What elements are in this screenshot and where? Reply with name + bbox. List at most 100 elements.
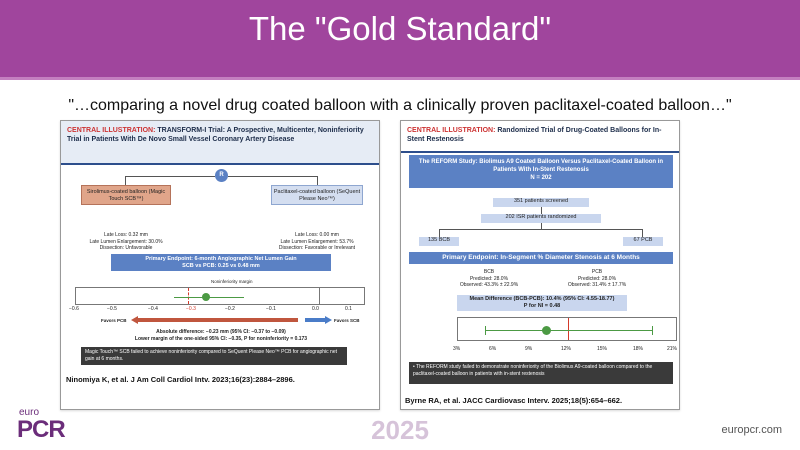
bcb-n-box: 135 BCB: [419, 237, 459, 246]
left-central-illustration: CENTRAL ILLUSTRATION: TRANSFORM-I Trial:…: [60, 120, 380, 410]
right-tick: 18%: [633, 346, 644, 352]
arm-pcb-label: Paclitaxel-coated balloon (SeQuent Pleas…: [273, 189, 361, 202]
left-tick: −0.3: [186, 306, 196, 312]
pcb-late-loss: Late Loss: 0.00 mm: [295, 232, 339, 238]
rand-connector-r: [642, 229, 643, 237]
scb-lumen-enlargement: Late Lumen Enlargement: 30.0%: [89, 238, 163, 245]
left-stat-margin: Lower margin of the one-sided 95% CI: −0…: [134, 336, 308, 342]
right-study-title: The REFORM Study: Biolimus A9 Coated Bal…: [418, 159, 664, 173]
europcr-logo: PCR: [17, 416, 66, 443]
right-header-tag: CENTRAL ILLUSTRATION:: [407, 127, 496, 134]
pcb-n-box: 67 PCB: [623, 237, 663, 246]
connector-v2: [317, 176, 318, 185]
p-for-ni: P for NI = 0.48: [523, 303, 561, 309]
left-axis-ticks: −0.6 −0.5 −0.4 −0.3 −0.2 −0.1 0.0 0.1: [69, 306, 374, 314]
right-axis-ticks: 3% 6% 9% 12% 15% 18% 21%: [451, 346, 679, 354]
right-margin-line: [568, 318, 569, 340]
right-ci-cap-l: [485, 326, 486, 335]
bcb-observed: Observed: 43.3% ± 22.9%: [459, 282, 519, 288]
left-tick: −0.5: [107, 306, 117, 312]
right-conclusion-box: • The REFORM study failed to demonstrate…: [409, 362, 673, 384]
right-tick: 12%: [561, 346, 572, 352]
connector-v1: [125, 176, 126, 185]
right-citation: Byrne RA, et al. JACC Cardiovasc Interv.…: [405, 396, 623, 405]
right-tick: 6%: [489, 346, 497, 352]
connector-h2: [228, 176, 318, 177]
right-ci-line: [485, 330, 652, 331]
pcb-label: PCB: [591, 269, 603, 275]
right-header: CENTRAL ILLUSTRATION: Randomized Trial o…: [401, 121, 679, 151]
left-header-strip: [61, 163, 379, 165]
left-tick: 0.1: [345, 306, 352, 312]
arm-scb-box: Sirolimus-coated balloon (Magic Touch SC…: [81, 185, 171, 205]
left-header-tag: CENTRAL ILLUSTRATION:: [67, 127, 156, 134]
mean-diff: Mean Difference (BCB-PCB): 10.4% (95% CI…: [469, 296, 615, 302]
left-tick: −0.2: [225, 306, 235, 312]
scb-dissection: Dissection: Unfavorable: [99, 245, 153, 251]
screen-connector: [541, 207, 542, 214]
pcb-observed: Observed: 31.4% ± 17.7%: [567, 282, 627, 288]
left-tick: −0.1: [266, 306, 276, 312]
left-zero-line: [319, 288, 320, 304]
left-tick: −0.4: [148, 306, 158, 312]
connector-h: [125, 176, 215, 177]
left-endpoint-title: Primary Endpoint: 6-month Angiographic N…: [145, 256, 297, 262]
right-forest-plot: [457, 317, 677, 341]
pcb-dissection: Dissection: Favorable or Irrelevant: [278, 245, 356, 251]
left-endpoint-sub: SCB vs PCB: 0.25 vs 0.48 mm: [182, 263, 260, 269]
left-citation: Ninomiya K, et al. J Am Coll Cardiol Int…: [66, 375, 295, 384]
left-forest-plot: [75, 287, 365, 305]
right-ci-cap-r: [652, 326, 653, 335]
pcb-lumen-enlargement: Late Lumen Enlargement: 53.7%: [280, 238, 354, 245]
right-tick: 15%: [597, 346, 608, 352]
title-bar: The "Gold Standard": [0, 0, 800, 80]
rand-connector-l: [439, 229, 440, 237]
left-conclusion-box: Magic Touch™ SCB failed to achieve nonin…: [81, 347, 347, 365]
slide-title: The "Gold Standard": [248, 10, 552, 47]
arm-scb-label: Sirolimus-coated balloon (Magic Touch SC…: [86, 189, 166, 202]
bcb-label: BCB: [483, 269, 495, 275]
favors-pcb-label: Favors PCB: [101, 318, 127, 323]
right-arrow-icon: [325, 316, 332, 324]
right-header-title: Randomized Trial of Drug-Coated Balloons…: [407, 127, 662, 143]
noninferiority-margin-label: Noninferiority margin: [211, 279, 253, 284]
rand-connector-v: [541, 223, 542, 229]
left-endpoint-box: Primary Endpoint: 6-month Angiographic N…: [111, 254, 331, 271]
random-circle-icon: R: [215, 169, 228, 182]
pcb-results: PCB Predicted: 28.0% Observed: 31.4% ± 1…: [557, 269, 637, 289]
favors-scb-bar: [305, 318, 325, 322]
favors-scb-label: Favors SCB: [334, 318, 360, 323]
scb-late-loss: Late Loss: 0.32 mm: [104, 232, 148, 238]
left-point-estimate: [202, 293, 210, 301]
right-study-n: N = 202: [530, 175, 552, 181]
right-endpoint-box: Primary Endpoint: In-Segment % Diameter …: [409, 252, 673, 264]
left-margin-line: [188, 288, 189, 304]
mean-diff-box: Mean Difference (BCB-PCB): 10.4% (95% CI…: [457, 295, 627, 311]
europcr-logo-euro: euro: [19, 407, 40, 418]
conference-year: 2025: [371, 415, 429, 445]
left-stat-difference: Absolute difference: −0.23 mm (95% CI: −…: [156, 329, 286, 335]
slide-quote: "…comparing a novel drug coated balloon …: [68, 97, 732, 114]
right-tick: 21%: [667, 346, 678, 352]
bcb-predicted: Predicted: 28.0%: [469, 275, 509, 282]
random-circle-label: R: [219, 172, 224, 178]
pcb-predicted: Predicted: 28.0%: [577, 275, 617, 282]
screened-box: 351 patients screened: [493, 198, 589, 207]
left-tick: 0.0: [312, 306, 319, 312]
bcb-results: BCB Predicted: 28.0% Observed: 43.3% ± 2…: [449, 269, 529, 289]
arm-scb-results: Late Loss: 0.32 mm Late Lumen Enlargemen…: [71, 232, 181, 252]
left-tick: −0.6: [69, 306, 79, 312]
left-arrow-icon: [131, 316, 138, 324]
rand-connector-h: [439, 229, 643, 230]
right-tick: 3%: [453, 346, 461, 352]
favors-pcb-bar: [138, 318, 298, 322]
website-link[interactable]: europcr.com: [721, 424, 782, 436]
right-study-box: The REFORM Study: Biolimus A9 Coated Bal…: [409, 155, 673, 188]
arm-pcb-box: Paclitaxel-coated balloon (SeQuent Pleas…: [271, 185, 363, 205]
right-tick: 9%: [525, 346, 533, 352]
right-central-illustration: CENTRAL ILLUSTRATION: Randomized Trial o…: [400, 120, 680, 410]
left-header: CENTRAL ILLUSTRATION: TRANSFORM-I Trial:…: [61, 121, 379, 163]
left-header-title: TRANSFORM-I Trial: A Prospective, Multic…: [67, 127, 364, 143]
right-header-strip: [401, 151, 679, 153]
arm-pcb-results: Late Loss: 0.00 mm Late Lumen Enlargemen…: [257, 232, 377, 252]
